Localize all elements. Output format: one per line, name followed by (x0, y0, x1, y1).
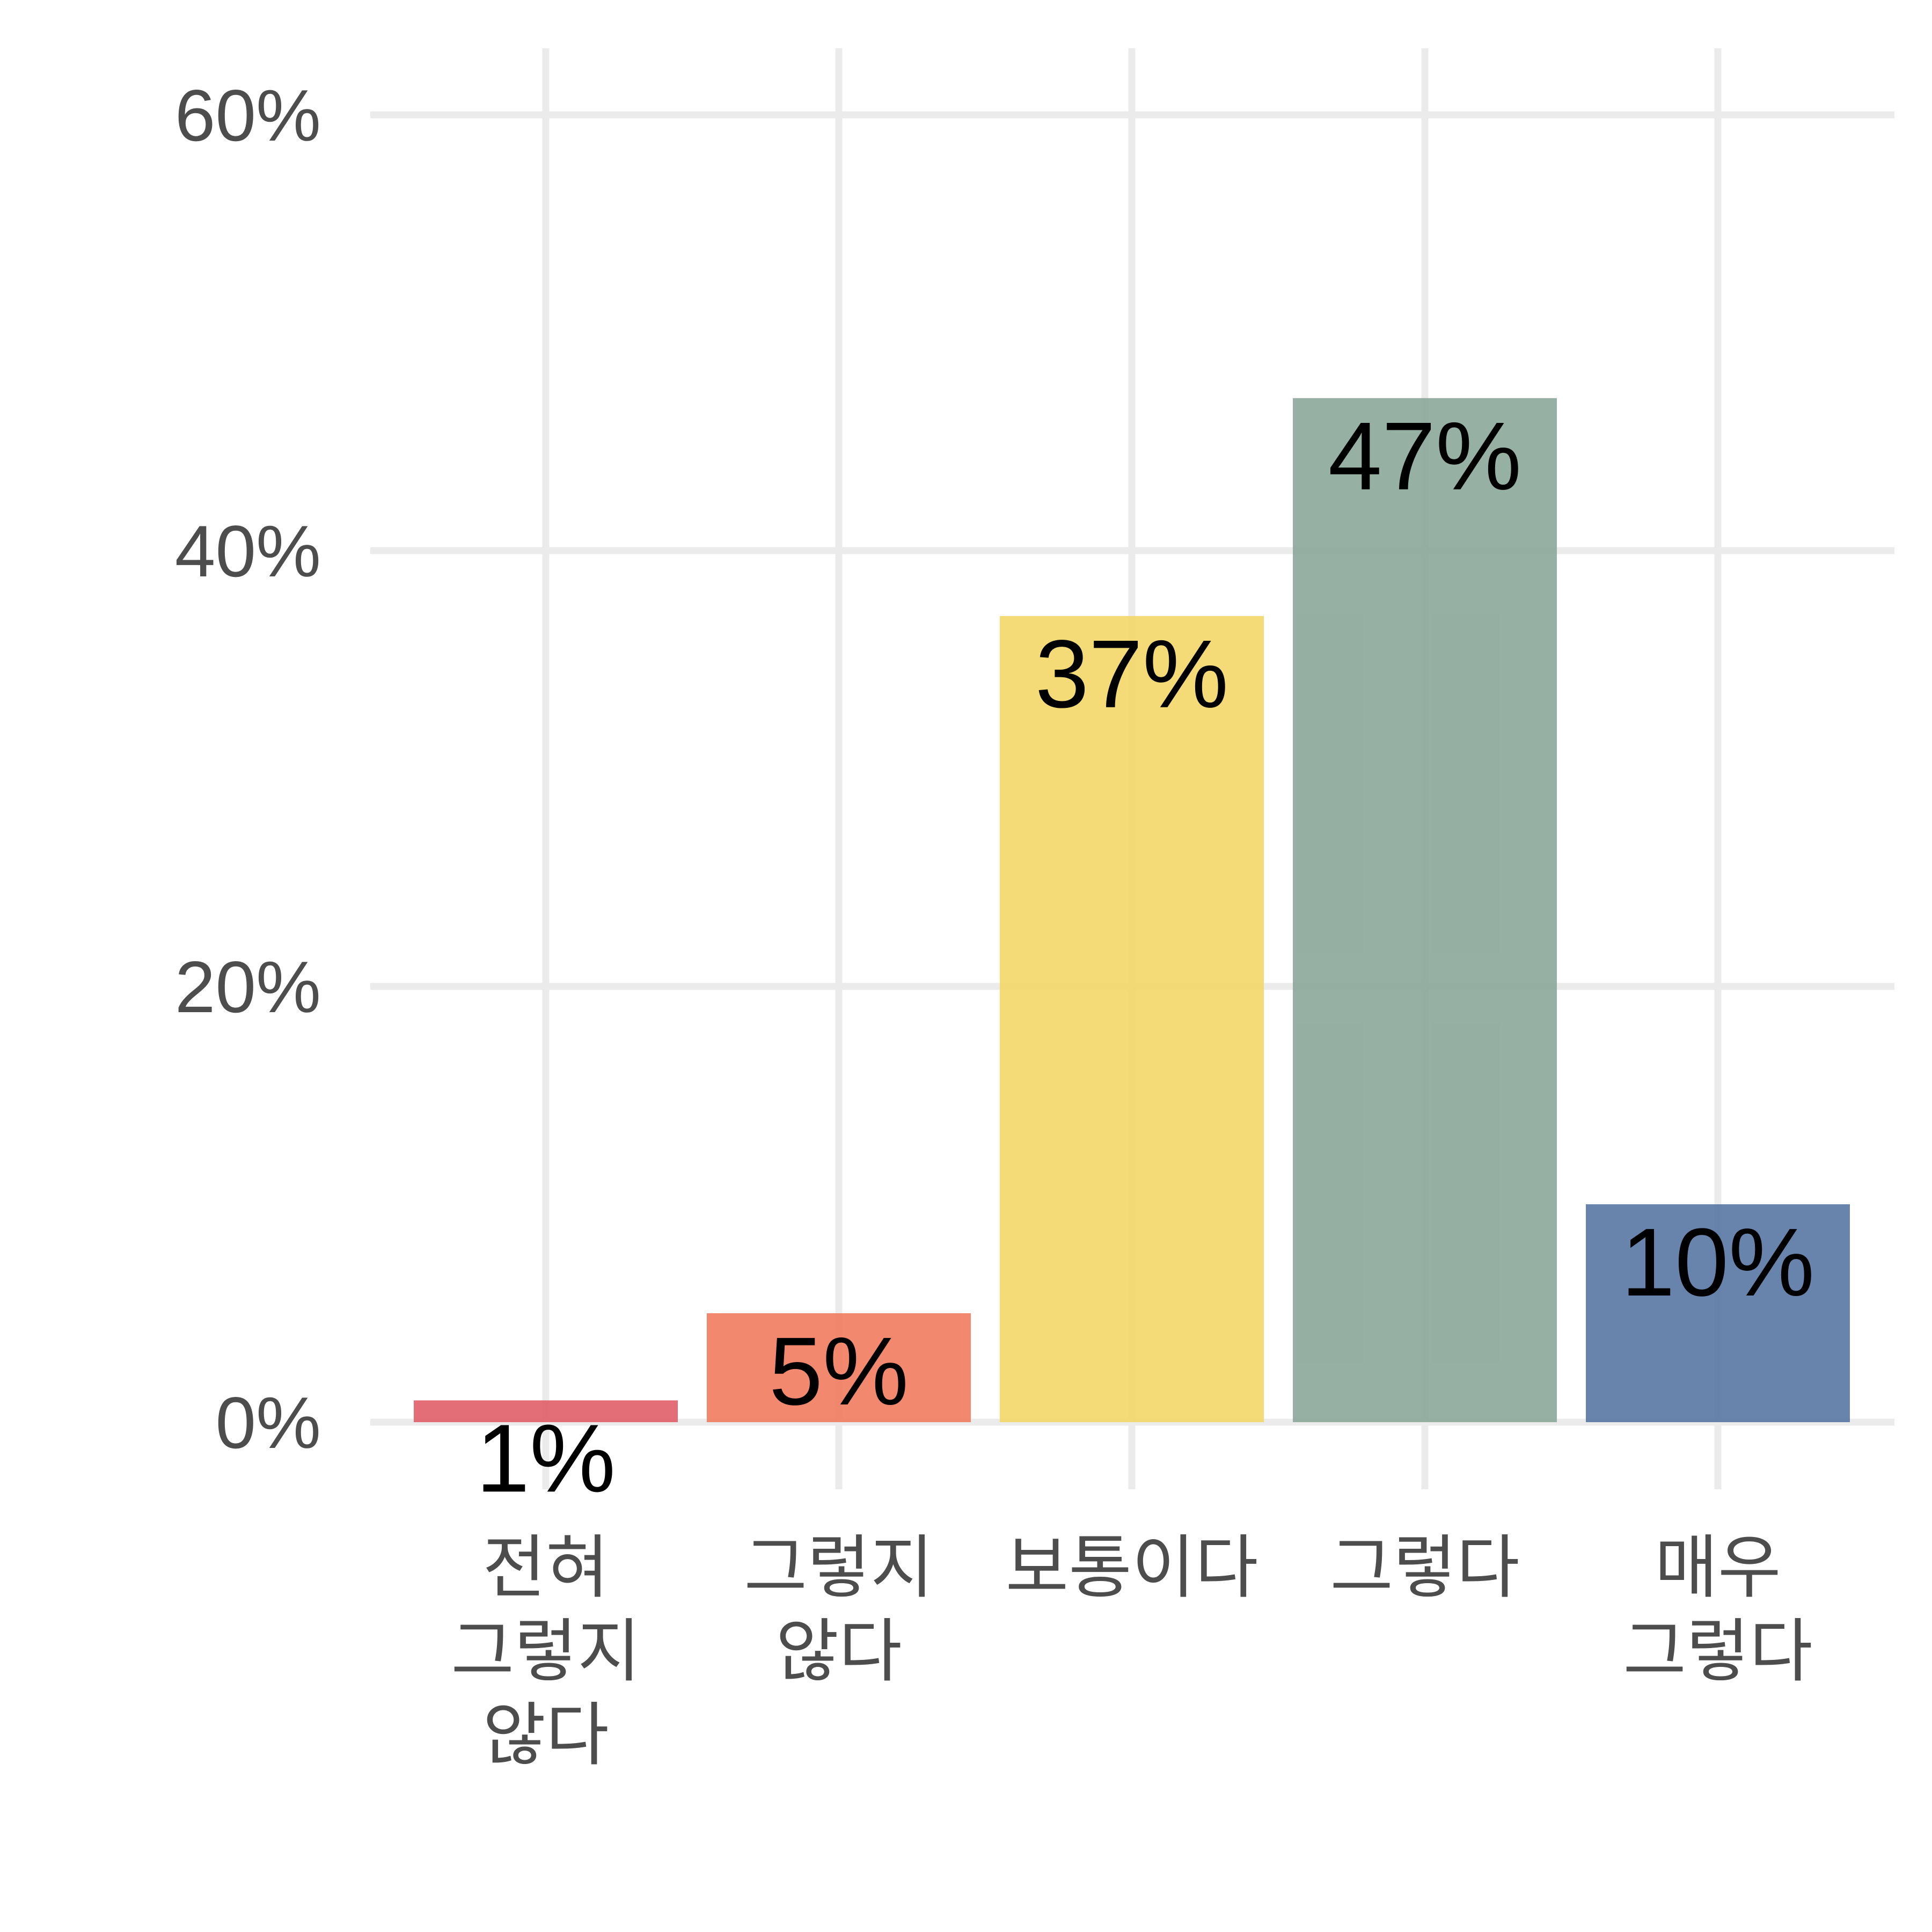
x-tick-label: 보통이다 (1005, 1528, 1258, 1608)
x-tick-label-line: 그렇다 (1330, 1528, 1519, 1608)
x-tick-label-line: 그렇지 (744, 1528, 933, 1608)
x-tick-label-line: 전혀 (482, 1528, 609, 1608)
y-tick-label: 60% (175, 75, 321, 156)
y-tick-label: 0% (215, 1382, 321, 1463)
bar (1000, 616, 1264, 1422)
bar (1586, 1204, 1850, 1422)
bar (707, 1313, 971, 1422)
data-label: 47% (1328, 402, 1521, 510)
x-tick-label: 매우 그렇다 (1623, 1528, 1812, 1692)
data-label: 1% (476, 1404, 616, 1512)
data-label: 5% (769, 1318, 909, 1425)
x-tick-label: 전혀 그렇지 않다 (451, 1528, 640, 1775)
x-tick-label-line: 그렇다 (1623, 1612, 1812, 1692)
x-tick-label-line: 매우 (1655, 1528, 1781, 1608)
data-label: 37% (1035, 620, 1228, 728)
bar (414, 1400, 678, 1422)
x-tick-label: 그렇지 않다 (744, 1528, 933, 1692)
bar (1293, 398, 1557, 1422)
y-tick-label: 20% (175, 946, 321, 1028)
x-tick-label-line: 그렇지 (451, 1612, 640, 1692)
data-label: 10% (1621, 1209, 1814, 1316)
x-tick-label: 그렇다 (1330, 1528, 1519, 1608)
x-tick-label-line: 않다 (482, 1695, 609, 1775)
x-tick-label-line: 보통이다 (1005, 1528, 1258, 1608)
x-tick-label-line: 않다 (775, 1612, 902, 1692)
y-tick-label: 40% (175, 510, 321, 592)
